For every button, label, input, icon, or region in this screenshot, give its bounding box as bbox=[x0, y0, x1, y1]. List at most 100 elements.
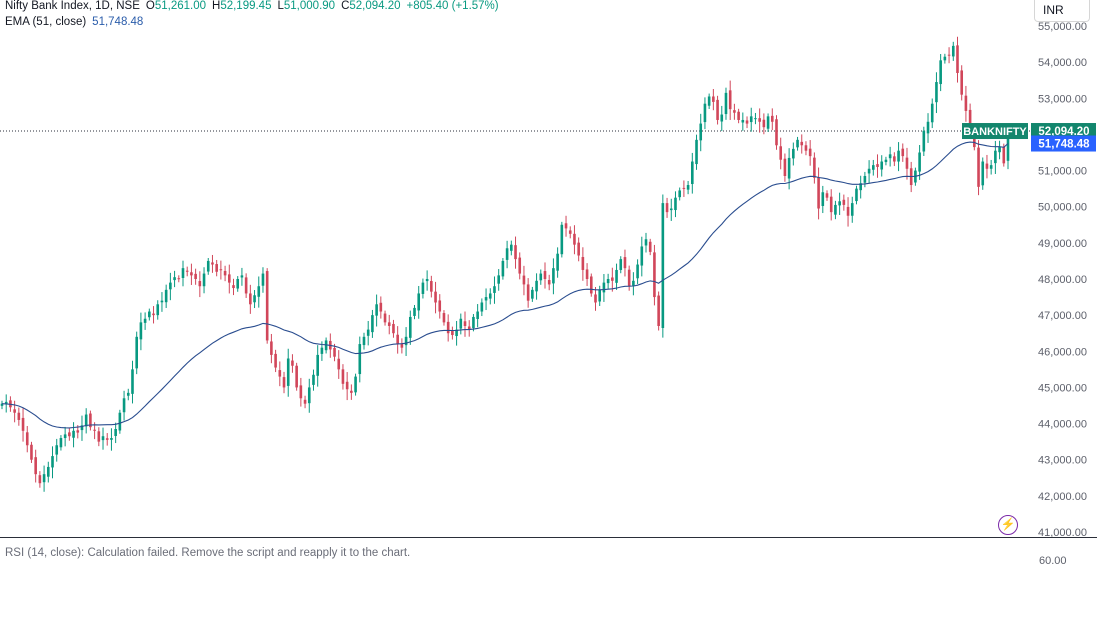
candle-body bbox=[505, 248, 509, 260]
candle-body bbox=[686, 185, 690, 190]
candle bbox=[198, 271, 202, 298]
close-key: C bbox=[341, 0, 350, 12]
candle-body bbox=[741, 119, 745, 123]
candle-body bbox=[787, 157, 791, 179]
last-price-label-box bbox=[1031, 123, 1096, 140]
candle-body bbox=[893, 156, 896, 162]
candle-body bbox=[695, 139, 698, 165]
candle bbox=[434, 281, 437, 314]
price-axis-tick: 53,000.00 bbox=[1038, 93, 1087, 105]
candle bbox=[821, 185, 825, 214]
candle-body bbox=[194, 273, 197, 279]
candle bbox=[653, 244, 656, 306]
candle bbox=[539, 269, 543, 285]
candle-body bbox=[699, 123, 703, 141]
candle bbox=[804, 141, 808, 156]
candle bbox=[897, 142, 900, 172]
ema-legend[interactable]: EMA (51, close) 51,748.48 bbox=[5, 16, 149, 28]
candle-body bbox=[943, 56, 947, 61]
candle bbox=[556, 247, 559, 278]
candle bbox=[459, 313, 463, 335]
candle bbox=[594, 286, 597, 311]
candle bbox=[463, 311, 467, 337]
candle-body bbox=[371, 315, 374, 333]
candle-body bbox=[408, 316, 412, 338]
candle-body bbox=[1006, 131, 1010, 161]
price-axis-tick: 55,000.00 bbox=[1038, 21, 1087, 33]
candle bbox=[68, 428, 71, 441]
candle-body bbox=[274, 353, 277, 368]
candle bbox=[467, 320, 471, 337]
candle bbox=[97, 427, 101, 447]
candle-body bbox=[223, 270, 227, 276]
candle bbox=[863, 171, 867, 188]
candle-body bbox=[589, 276, 593, 294]
candle-body bbox=[981, 161, 985, 186]
candle bbox=[25, 425, 29, 453]
candle-body bbox=[598, 289, 602, 302]
candle bbox=[754, 112, 757, 125]
candle bbox=[164, 284, 168, 308]
candle bbox=[716, 95, 719, 125]
candle bbox=[493, 276, 496, 304]
candle-body bbox=[84, 414, 88, 427]
candle bbox=[770, 108, 774, 131]
candle-body bbox=[728, 90, 732, 110]
ema-line bbox=[1, 141, 1009, 429]
candle-body bbox=[678, 190, 681, 198]
candle-body bbox=[400, 343, 404, 348]
candle-body bbox=[442, 313, 446, 323]
candle-body bbox=[181, 268, 185, 278]
candle-body bbox=[821, 192, 825, 206]
price-axis-tick: 51,000.00 bbox=[1038, 166, 1087, 178]
pane-divider[interactable] bbox=[0, 537, 1097, 538]
candle bbox=[160, 292, 164, 312]
candle-body bbox=[307, 387, 311, 404]
candle bbox=[72, 422, 75, 448]
candle bbox=[152, 306, 155, 324]
candle-body bbox=[825, 193, 829, 198]
candle bbox=[888, 146, 892, 167]
price-chart[interactable]: 41,000.00 42,000.00 43,000.00 44,000.00 45,0… bbox=[0, 0, 1097, 537]
candle bbox=[648, 238, 652, 256]
price-labels: BANKNIFTY 52,094.20 51,748.48 bbox=[962, 123, 1096, 152]
candle-body bbox=[375, 304, 378, 316]
candle-body bbox=[25, 432, 29, 446]
candle-body bbox=[46, 466, 50, 477]
lightning-alert-icon[interactable]: ⚡ bbox=[998, 515, 1018, 535]
price-axis[interactable]: 41,000.00 42,000.00 43,000.00 44,000.00 45,0… bbox=[1038, 21, 1087, 537]
candle-body bbox=[850, 203, 854, 216]
candle-body bbox=[568, 230, 572, 234]
candle bbox=[223, 265, 227, 282]
candle bbox=[219, 260, 223, 280]
candle-body bbox=[164, 289, 168, 303]
candle-body bbox=[299, 385, 303, 399]
candle bbox=[299, 377, 303, 407]
candle-body bbox=[122, 398, 126, 413]
candle-body bbox=[282, 377, 286, 388]
candle bbox=[249, 284, 252, 314]
currency-selector[interactable]: INR bbox=[1034, 0, 1090, 22]
candle-body bbox=[724, 92, 728, 115]
candle bbox=[518, 252, 522, 280]
candle bbox=[981, 157, 985, 190]
price-axis-tick: 46,000.00 bbox=[1038, 346, 1087, 358]
candle bbox=[446, 314, 450, 342]
candle-body bbox=[257, 286, 261, 297]
candle bbox=[341, 364, 345, 390]
candle-body bbox=[808, 148, 812, 157]
rsi-axis-tick: 60.00 bbox=[1039, 555, 1067, 567]
candle bbox=[333, 343, 336, 362]
candle bbox=[244, 273, 248, 298]
candle-body bbox=[68, 432, 71, 437]
price-axis-tick: 50,000.00 bbox=[1038, 202, 1087, 214]
ema-price-label: 51,748.48 bbox=[1038, 139, 1090, 151]
candle-body bbox=[884, 159, 888, 163]
candle-body bbox=[829, 196, 833, 213]
candle bbox=[497, 269, 500, 291]
candle-body bbox=[758, 118, 761, 122]
candle-body bbox=[863, 175, 867, 183]
candle bbox=[307, 378, 311, 413]
candle bbox=[366, 320, 370, 346]
candle-body bbox=[265, 271, 269, 341]
